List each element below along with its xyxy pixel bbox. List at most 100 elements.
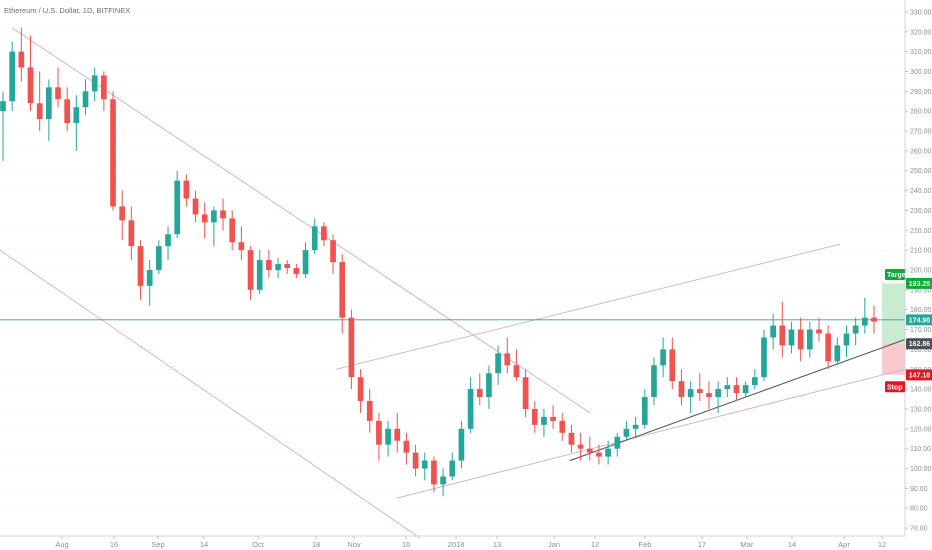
stop-name-tag: Stop	[885, 381, 905, 393]
candle-body	[403, 440, 410, 453]
candle	[770, 313, 776, 350]
candle	[504, 337, 511, 374]
candle	[861, 297, 868, 334]
candle	[586, 436, 593, 461]
candle-body	[641, 397, 648, 425]
y-tick-label: 290.00	[910, 89, 932, 96]
candle-body	[742, 385, 749, 394]
candle-body	[706, 393, 712, 398]
candle	[339, 254, 346, 334]
candle	[174, 170, 181, 239]
x-tick-label: 12	[878, 540, 886, 549]
candle	[834, 337, 841, 366]
candle	[742, 381, 749, 398]
candle	[476, 373, 483, 405]
target-price-badge-label: 193.25	[909, 281, 931, 288]
candle-body	[751, 377, 758, 386]
candle	[531, 401, 538, 433]
candle-body	[192, 198, 199, 215]
rising-support-line	[395, 368, 906, 499]
x-tick-label: 14	[788, 540, 796, 549]
candle-body	[91, 75, 98, 92]
candle-body	[486, 373, 492, 398]
candle-body	[220, 210, 226, 219]
stop-price-badge: 147.18	[906, 369, 932, 381]
candle-body	[687, 389, 694, 398]
candle-body	[623, 428, 630, 437]
x-tick-label: Feb	[639, 540, 652, 549]
chart-title: Ethereum / U.S. Dollar, 1D, BITFINEX	[4, 6, 130, 15]
candle	[871, 305, 877, 334]
candle	[101, 71, 107, 112]
candle-body	[861, 317, 868, 326]
candle	[110, 91, 116, 211]
candle	[806, 321, 813, 358]
y-tick-label: 270.00	[910, 129, 932, 136]
x-tick-label: 16	[402, 540, 410, 549]
candle-body	[816, 329, 822, 334]
y-tick-label: 280.00	[910, 109, 932, 116]
candle-body	[73, 107, 80, 124]
candle	[73, 95, 80, 151]
candle-body	[458, 428, 465, 461]
candle	[183, 174, 190, 207]
candle	[91, 67, 98, 102]
candle	[82, 79, 89, 116]
candle	[394, 412, 401, 453]
x-tick-label: 16	[110, 540, 118, 549]
y-tick-label: 320.00	[910, 29, 932, 36]
candle	[211, 206, 217, 247]
candle-body	[64, 99, 71, 124]
y-tick-label: 130.00	[910, 406, 932, 413]
candle-body	[284, 264, 291, 269]
candle-body	[82, 91, 89, 108]
candle	[266, 250, 272, 278]
candle-body	[770, 325, 776, 338]
candle	[761, 329, 767, 382]
candle	[357, 369, 364, 413]
entry-price-badge: 162.86	[906, 338, 932, 350]
candle	[201, 202, 208, 239]
x-tick-label: Mar	[741, 540, 754, 549]
grid	[0, 11, 905, 529]
candle	[220, 198, 226, 231]
candle-body	[696, 389, 703, 394]
candle	[302, 242, 309, 278]
candle-body	[586, 448, 593, 453]
risk-reward-zones	[882, 283, 905, 375]
candle	[706, 381, 712, 409]
candle-body	[550, 416, 556, 421]
candle-body	[614, 436, 621, 449]
candle	[238, 226, 245, 261]
candle-body	[137, 246, 144, 286]
stop-name-tag-label: Stop	[887, 384, 903, 391]
candle-body	[9, 51, 16, 102]
candle-body	[568, 432, 575, 445]
candle-body	[201, 214, 208, 223]
candle-body	[27, 67, 34, 104]
candle-body	[394, 428, 401, 441]
x-tick-label: Aug	[55, 540, 68, 549]
candle-body	[302, 250, 309, 274]
candle	[559, 412, 566, 441]
candle	[156, 240, 162, 274]
candle	[0, 91, 6, 161]
y-tick-label: 110.00	[910, 446, 931, 453]
candle-body	[0, 101, 6, 112]
y-tick-label: 160.00	[910, 347, 932, 354]
y-tick-label: 80.00	[910, 506, 928, 513]
candle	[623, 420, 630, 441]
y-tick-label: 180.00	[910, 307, 932, 314]
candle	[678, 369, 685, 405]
current-price-badge-bg	[906, 314, 932, 326]
current-price-badge-label: 174.90	[909, 317, 931, 324]
y-tick-label: 100.00	[910, 466, 932, 473]
candles	[0, 27, 877, 497]
upper-channel-line	[11, 27, 591, 414]
candle	[27, 35, 34, 112]
candle-body	[146, 270, 153, 286]
y-tick-label: 90.00	[910, 486, 928, 493]
candle-body	[412, 452, 419, 469]
candle-body	[660, 349, 666, 366]
